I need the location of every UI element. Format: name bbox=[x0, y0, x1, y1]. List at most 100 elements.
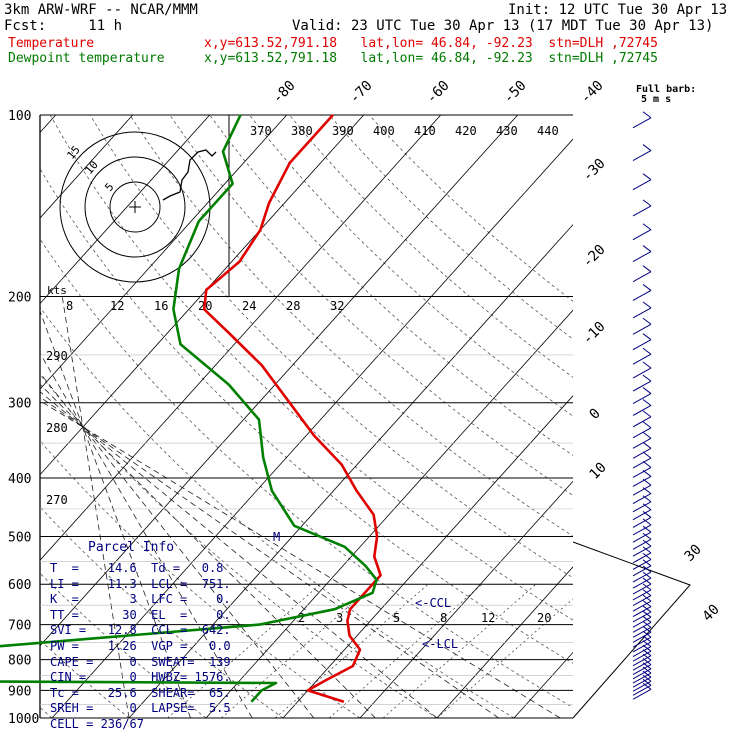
dry-adiabat bbox=[209, 115, 573, 456]
dry-adiabat bbox=[289, 115, 573, 378]
wind-barb-flag bbox=[642, 532, 652, 540]
wind-barb bbox=[632, 621, 652, 633]
forecast-hour: Fcst: 11 h bbox=[4, 18, 123, 34]
wind-barb-flag bbox=[642, 594, 652, 602]
wind-barb bbox=[632, 565, 652, 577]
isotherm-line bbox=[436, 566, 573, 718]
theta-label: 400 bbox=[373, 124, 395, 138]
pressure-tick-label: 200 bbox=[8, 291, 31, 306]
wind-speed-label: 28 bbox=[286, 299, 300, 313]
wind-barb-flag bbox=[642, 539, 652, 547]
isotherm-label: -70 bbox=[347, 78, 376, 107]
wind-barb bbox=[632, 545, 652, 557]
hodograph-kts-label: kts bbox=[47, 284, 67, 297]
wind-barb-flag bbox=[642, 421, 652, 429]
wind-barb-flag bbox=[642, 511, 652, 518]
isotherm-label: -50 bbox=[501, 78, 530, 107]
wind-barb bbox=[632, 583, 652, 595]
wind-barb-flag bbox=[642, 577, 652, 585]
wind-barb bbox=[632, 646, 652, 658]
wind-barb bbox=[632, 552, 652, 564]
wind-barb bbox=[632, 589, 652, 601]
dry-adiabat bbox=[328, 115, 573, 340]
wind-barb-flag bbox=[642, 470, 652, 477]
isotherm-label: 30 bbox=[682, 542, 705, 565]
wind-barb-flag bbox=[642, 682, 652, 690]
isotherm-line bbox=[359, 480, 573, 718]
wind-barb-flag bbox=[642, 333, 652, 341]
wind-speed-label: 12 bbox=[110, 299, 124, 313]
wind-barb bbox=[632, 659, 652, 671]
wind-barb-flag bbox=[642, 361, 652, 369]
wind-barb bbox=[632, 289, 652, 301]
isotherm-line bbox=[40, 115, 364, 476]
wind-barb-flag bbox=[642, 317, 652, 325]
wind-barb-flag bbox=[642, 487, 652, 494]
wind-barb bbox=[632, 606, 652, 618]
mixing-ratio-line bbox=[328, 583, 483, 718]
wind-barb-flag bbox=[642, 666, 652, 674]
wind-barb-flag bbox=[642, 605, 652, 613]
wind-barb bbox=[632, 367, 652, 379]
wind-barb-flag bbox=[642, 653, 652, 661]
wind-barb bbox=[632, 205, 652, 217]
wind-barb-flag bbox=[642, 347, 652, 355]
temperature-legend: Temperature bbox=[8, 36, 95, 51]
wind-barb-flag bbox=[642, 589, 652, 596]
parcel-info-title: Parcel Info bbox=[88, 540, 175, 555]
parcel-info-row: CELL = 236/67 bbox=[50, 717, 144, 731]
mixing-ratio-line bbox=[382, 583, 537, 718]
isotherm-line bbox=[668, 115, 740, 718]
wind-barb-flag bbox=[642, 399, 652, 406]
isotherm-line bbox=[40, 115, 441, 561]
theta-left-label: 280 bbox=[46, 421, 68, 435]
wind-barb-flag bbox=[642, 635, 652, 643]
wind-barb-flag bbox=[642, 525, 652, 533]
valid-time: Valid: 23 UTC Tue 30 Apr 13 (17 MDT Tue … bbox=[292, 18, 714, 34]
wind-barb bbox=[632, 457, 652, 469]
mixing-ratio-label: 20 bbox=[537, 611, 551, 625]
pressure-tick-label: 900 bbox=[8, 684, 31, 699]
wind-barb bbox=[632, 307, 652, 319]
mixing-ratio-line bbox=[221, 583, 375, 718]
wind-barb bbox=[632, 655, 652, 667]
isotherm-line bbox=[40, 115, 287, 390]
isotherm-label: 0 bbox=[587, 406, 604, 423]
wind-barb bbox=[632, 641, 652, 653]
wind-barb-flag bbox=[642, 223, 652, 231]
isotherm-label: -80 bbox=[270, 78, 299, 107]
parcel-info-row: CIN = 0 HWBZ= 1576. bbox=[50, 670, 231, 685]
wind-barb-flag bbox=[642, 565, 652, 573]
wind-speed-label: 24 bbox=[242, 299, 256, 313]
wind-barb bbox=[632, 524, 652, 536]
wind-barb bbox=[632, 339, 652, 351]
wind-barb-flag bbox=[642, 600, 652, 608]
wind-barb bbox=[632, 688, 652, 700]
mixing-ratio-label: 12 bbox=[481, 611, 495, 625]
mixing-ratio-label: 2 bbox=[298, 611, 305, 625]
m-annotation: M bbox=[273, 530, 280, 544]
wind-speed-label: 16 bbox=[154, 299, 168, 313]
wind-barb bbox=[632, 466, 652, 478]
wind-barb bbox=[632, 437, 652, 449]
mixing-ratio-label: 3 bbox=[336, 611, 343, 625]
wind-barb-flag bbox=[642, 630, 652, 638]
wind-barb-flag bbox=[642, 111, 652, 119]
wind-barb bbox=[632, 353, 652, 365]
wind-barb bbox=[632, 558, 652, 570]
wind-barb bbox=[632, 229, 652, 241]
wind-barb-flag bbox=[642, 615, 652, 623]
wind-barb-flag bbox=[642, 571, 652, 579]
theta-label: 440 bbox=[537, 124, 559, 138]
wind-barb bbox=[632, 600, 652, 612]
parcel-info-row: SREH = 0 LAPSE= 5.5 bbox=[50, 701, 231, 716]
wind-barb bbox=[632, 323, 652, 335]
wind-barb-flag bbox=[642, 674, 652, 682]
wind-barb-flag bbox=[642, 301, 652, 309]
wind-barb-flag bbox=[642, 503, 652, 511]
wind-barb-flag bbox=[642, 625, 652, 633]
lcl-annotation: <-LCL bbox=[422, 637, 458, 651]
pressure-tick-label: 300 bbox=[8, 397, 31, 412]
wind-barb bbox=[632, 501, 652, 513]
